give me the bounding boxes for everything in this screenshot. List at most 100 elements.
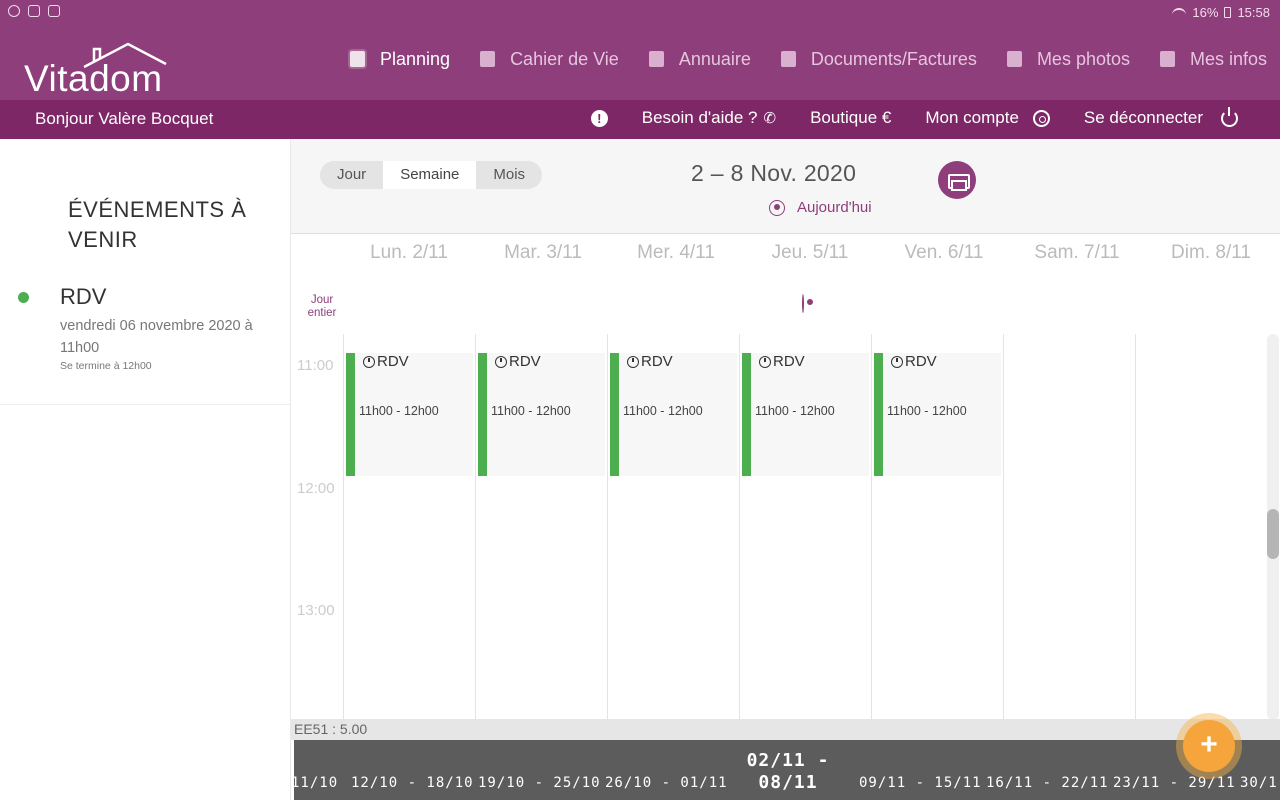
account-link[interactable]: Mon compte (925, 108, 1050, 128)
calendar-event[interactable]: RDV 11h00 - 12h00 (478, 353, 605, 476)
mail-icon (28, 5, 40, 17)
wifi-icon (1172, 7, 1187, 18)
upcoming-event-item[interactable]: RDV vendredi 06 novembre 2020 à 11h00 Se… (0, 279, 290, 405)
clock-time: 15:58 (1237, 5, 1270, 20)
day-header[interactable]: Jeu. 5/11 (771, 242, 849, 263)
print-button[interactable] (938, 161, 976, 199)
alert-icon[interactable]: ! (590, 109, 608, 127)
day-header[interactable]: Dim. 8/11 (1171, 242, 1251, 263)
day-header[interactable]: Ven. 6/11 (904, 242, 984, 263)
nav-mes-infos[interactable]: Mes infos (1158, 49, 1267, 70)
scrollbar-thumb[interactable] (1267, 509, 1279, 559)
upcoming-events-panel: ÉVÉNEMENTS À VENIR RDV vendredi 06 novem… (0, 139, 291, 800)
week-item[interactable]: 16/11 - 22/11 (986, 775, 1109, 791)
document-icon (779, 49, 799, 69)
battery-icon (1224, 7, 1232, 18)
view-week-button[interactable]: Semaine (383, 161, 477, 189)
week-item[interactable]: 26/10 - 01/11 (605, 775, 728, 791)
calendar-event[interactable]: RDV 11h00 - 12h00 (874, 353, 1001, 476)
hour-label: 13:00 (297, 602, 335, 619)
day-header[interactable]: Mar. 3/11 (504, 242, 582, 263)
event-time: 11h00 - 12h00 (887, 404, 967, 418)
nav-label: Mes infos (1190, 48, 1268, 69)
event-end: Se termine à 12h00 (60, 360, 152, 372)
user-actions: ! Besoin d'aide ? ✆ Boutique € Mon compt… (590, 106, 1238, 128)
view-day-button[interactable]: Jour (337, 166, 367, 183)
user-bar: Bonjour Valère Bocquet ! Besoin d'aide ?… (0, 100, 1280, 139)
gear-icon (1032, 109, 1050, 127)
day-divider (607, 334, 608, 720)
photo-icon (1005, 49, 1025, 69)
event-status-dot (18, 292, 29, 303)
week-item[interactable]: 09/11 - 15/11 (859, 775, 982, 791)
nav-label: Cahier de Vie (510, 48, 619, 69)
help-link[interactable]: Besoin d'aide ? ✆ (642, 108, 776, 128)
version-bar: EE51 : 5.00 (291, 719, 1280, 740)
event-title: RDV (60, 284, 107, 309)
app-header: 16% 15:58 Vitadom Planning Cahier de Vie… (0, 0, 1280, 100)
event-date: vendredi 06 novembre 2020 à 11h00 (60, 318, 253, 356)
pencil-notebook-icon (478, 49, 498, 69)
power-icon (1221, 106, 1238, 127)
event-title-row: RDV (759, 353, 805, 370)
current-week[interactable]: 02/11 - 08/11 (738, 750, 838, 794)
target-icon (769, 199, 785, 216)
shop-link[interactable]: Boutique € (810, 108, 891, 128)
nav-label: Mes photos (1036, 48, 1130, 69)
all-day-label: Jour entier (307, 294, 337, 319)
today-label: Aujourd'hui (797, 199, 872, 216)
date-range-title: 2 – 8 Nov. 2020 (691, 160, 857, 186)
notification-icons (8, 5, 60, 17)
plus-icon: + (1183, 720, 1235, 772)
account-label: Mon compte (925, 108, 1019, 127)
week-item[interactable]: 12/10 - 18/10 (351, 775, 474, 791)
week-item[interactable]: 19/10 - 25/10 (478, 775, 601, 791)
week-selector[interactable]: 11/10 12/10 - 18/10 19/10 - 25/10 26/10 … (294, 740, 1280, 800)
day-header[interactable]: Mer. 4/11 (637, 242, 715, 263)
day-divider (343, 334, 344, 720)
status-right: 16% 15:58 (1172, 5, 1270, 20)
nav-mes-photos[interactable]: Mes photos (1005, 49, 1130, 70)
day-header[interactable]: Lun. 2/11 (370, 242, 448, 263)
nav-documents-factures[interactable]: Documents/Factures (779, 49, 977, 70)
day-header[interactable]: Sam. 7/11 (1034, 242, 1120, 263)
shop-label: Boutique € (810, 108, 892, 127)
calendar-event[interactable]: RDV 11h00 - 12h00 (742, 353, 869, 476)
calendar-event[interactable]: RDV 11h00 - 12h00 (610, 353, 737, 476)
week-item[interactable]: 11/10 (294, 775, 339, 791)
event-time: 11h00 - 12h00 (491, 404, 571, 418)
day-divider (1135, 334, 1136, 720)
logout-link[interactable]: Se déconnecter (1083, 106, 1238, 128)
house-roof-icon (83, 42, 167, 69)
nav-planning[interactable]: Planning (348, 49, 450, 70)
hour-label: 11:00 (297, 357, 334, 374)
event-title: RDV (377, 353, 409, 370)
user-info-icon (1158, 49, 1178, 69)
week-item[interactable]: 30/1 (1240, 775, 1278, 791)
today-button[interactable]: Aujourd'hui (769, 199, 872, 216)
nav-label: Annuaire (678, 48, 751, 69)
event-title-row: RDV (495, 353, 541, 370)
event-title-row: RDV (627, 353, 673, 370)
vitadom-logo[interactable]: Vitadom (24, 40, 174, 99)
calendar-event[interactable]: RDV 11h00 - 12h00 (346, 353, 473, 476)
help-label: Besoin d'aide ? (641, 108, 758, 127)
event-title: RDV (509, 353, 541, 370)
event-time: 11h00 - 12h00 (359, 404, 439, 418)
add-event-button[interactable]: + (1176, 713, 1242, 779)
clock-icon (627, 355, 639, 368)
nav-annuaire[interactable]: Annuaire (647, 49, 751, 70)
day-divider (871, 334, 872, 720)
current-week-start: 02/11 - (746, 750, 830, 771)
week-item[interactable]: 23/11 - 29/11 (1113, 775, 1236, 791)
event-title: RDV (905, 353, 937, 370)
logout-label: Se déconnecter (1083, 108, 1203, 127)
day-divider (739, 334, 740, 720)
clock-icon (759, 355, 771, 368)
event-title-row: RDV (891, 353, 937, 370)
view-month-button[interactable]: Mois (493, 166, 526, 183)
app-notification-icon (48, 5, 60, 17)
hour-label: 12:00 (297, 480, 335, 497)
nav-label: Planning (380, 48, 451, 69)
nav-cahier-de-vie[interactable]: Cahier de Vie (478, 49, 619, 70)
